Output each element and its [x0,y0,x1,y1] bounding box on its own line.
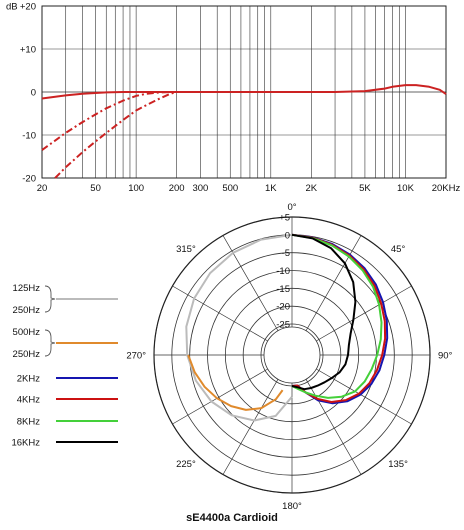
freq-series-line-3 [54,91,177,179]
polar-spoke [305,379,362,475]
polar-curve-8khz [291,233,383,399]
freq-x-tick-label: 2K [306,183,318,194]
legend-label: 250Hz [13,305,41,316]
freq-series-line-1 [41,84,447,100]
polar-labels: +5 0 -5 -10 -15 -20 -25 0° 45° 90° 135° 180° 225° 270… [126,202,452,512]
polar-angle-label: 315° [176,244,196,255]
freq-x-tick-label: 10K [397,183,415,194]
freq-x-tick-label: 20 [37,183,48,194]
frequency-response-series [41,84,447,179]
chart-title: sE4400a Cardioid [186,512,278,524]
freq-x-tick-label: 300 [192,183,208,194]
polar-spoke [172,285,268,342]
polar-spoke [222,379,279,475]
polar-spoke [222,235,279,331]
polar-curve-16khz [291,233,357,391]
freq-y-tick-label: +20 [20,2,36,13]
polar-spoke [316,285,412,342]
freq-x-tick-label: 500 [222,183,238,194]
freq-plot-frame [41,5,447,179]
legend-bracket [44,329,56,357]
freq-x-tick-label: 20KHz [432,183,461,194]
freq-y-tick-label: -10 [22,131,36,142]
polar-angle-label: 90° [438,351,453,362]
polar-hub [263,326,321,384]
polar-series [185,233,389,422]
legend-label: 2KHz [17,374,40,385]
legend-label: 125Hz [13,283,41,294]
freq-x-tick-label: 1K [265,183,277,194]
legend-label: 8KHz [17,417,40,428]
freq-x-tick-label: 100 [128,183,144,194]
polar-angle-label: 225° [176,459,196,470]
polar-radial-tick-label: -15 [276,284,290,295]
polar-angle-label: 135° [388,459,408,470]
freq-x-tick-label: 200 [169,183,185,194]
freq-series-line-2 [41,91,171,151]
polar-radial-tick-label: +5 [279,213,290,224]
polar-radial-tick-label: -10 [276,266,290,277]
polar-curve-2khz [291,233,389,405]
polar-angle-label: 270° [126,351,146,362]
polar-radial-tick-label: -5 [282,248,290,259]
polar-radial-tick-label: -25 [276,320,290,331]
freq-y-axis-label: dB [6,2,18,13]
polar-curve-125hz-250hz [185,233,293,422]
polar-grid [153,216,431,494]
freq-x-tick-label: 5K [359,183,371,194]
polar-spoke [316,368,412,425]
polar-radial-tick-label: -20 [276,302,290,313]
polar-radial-tick-label: 0 [285,230,290,241]
polar-curve-500hz-250hz [187,354,284,411]
freq-y-tick-label: +10 [20,45,36,56]
polar-angle-label: 180° [282,501,302,512]
legend-bracket [44,285,56,313]
polar-angle-label: 0° [287,202,296,213]
polar-spoke [172,368,268,425]
polar-angle-label: 45° [391,244,406,255]
freq-x-tick-label: 50 [90,183,101,194]
legend-label: 4KHz [17,395,40,406]
frequency-response-labels: 20 50 100 200 300 500 1K 2K 5K 10K 20KHz +20 +10 0 -10… [6,2,461,195]
legend-label: 16KHz [11,438,40,449]
polar-curve-4khz [291,233,387,403]
freq-y-tick-label: -20 [22,174,36,185]
polar-spoke [305,235,362,331]
legend-label: 500Hz [13,327,41,338]
freq-y-tick-label: 0 [31,88,36,99]
legend-label: 250Hz [13,349,41,360]
polar-legend: 125Hz 250Hz 500Hz 250Hz 2KHz 4KHz 8KHz 16KHz [11,283,118,449]
